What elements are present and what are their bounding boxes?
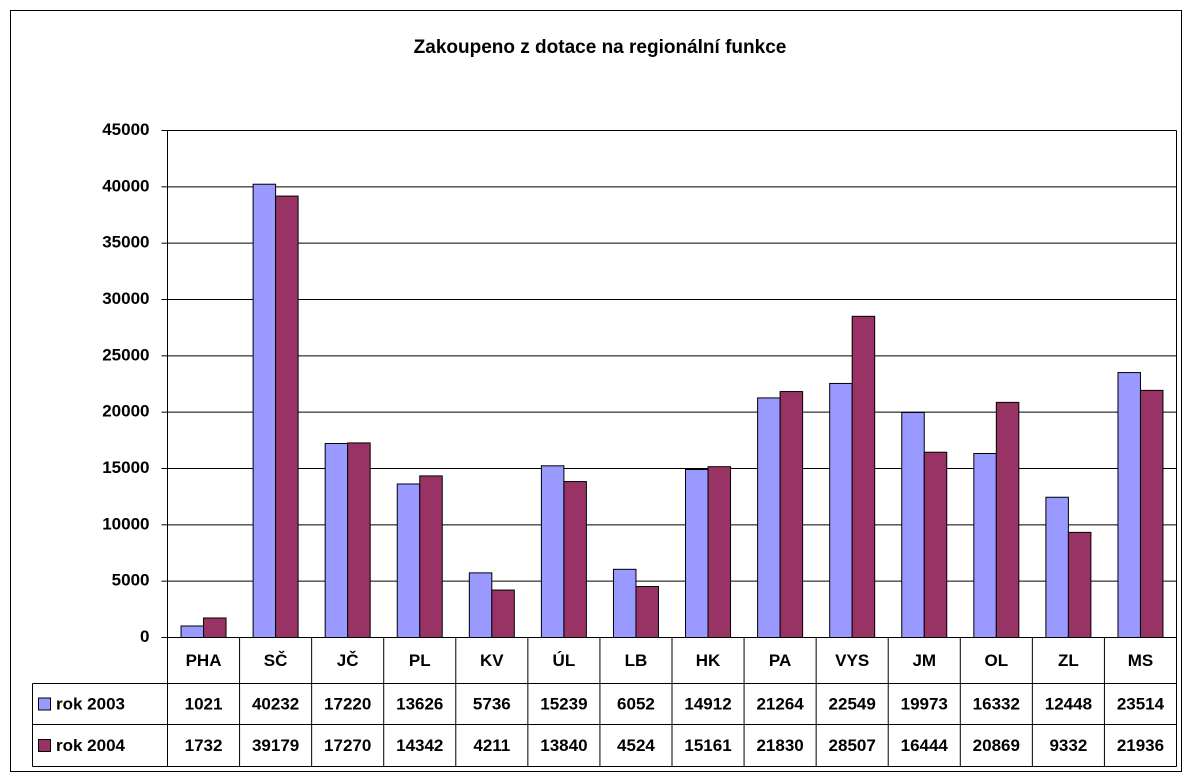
table-value: 1021 <box>185 694 223 713</box>
bar <box>923 451 948 638</box>
table-value: 14912 <box>684 694 731 713</box>
x-tick-label: ZL <box>1058 651 1079 670</box>
x-tick-label: KV <box>480 651 504 670</box>
bar <box>252 183 277 639</box>
x-tick-label: VYS <box>835 651 869 670</box>
bar <box>779 391 804 639</box>
legend-key <box>38 697 51 711</box>
bar <box>973 452 997 638</box>
x-tick-label: HK <box>696 651 721 670</box>
table-value: 13626 <box>396 694 443 713</box>
table-value: 16444 <box>901 736 949 755</box>
bar <box>203 617 227 639</box>
bar <box>275 195 299 639</box>
table-value: 5736 <box>473 694 511 713</box>
bar <box>829 382 853 638</box>
x-tick-label: PHA <box>186 651 222 670</box>
bar <box>901 411 925 638</box>
bar <box>707 466 732 638</box>
table-value: 22549 <box>829 694 876 713</box>
bar <box>396 483 421 638</box>
legend-key <box>38 739 51 752</box>
bar <box>491 589 515 639</box>
x-tick-label: JM <box>912 651 936 670</box>
table-value: 4211 <box>473 736 510 755</box>
table-value: 15239 <box>540 694 587 713</box>
bar <box>995 401 1020 639</box>
bar <box>180 625 205 638</box>
x-tick-label: ÚL <box>553 651 576 670</box>
bar <box>468 572 493 638</box>
bar <box>635 586 659 639</box>
bar <box>1067 531 1092 639</box>
table-value: 40232 <box>252 694 299 713</box>
bar <box>612 568 637 639</box>
table-value: 21264 <box>756 694 804 713</box>
x-tick-label: JČ <box>337 651 359 670</box>
table-value: 19973 <box>901 694 948 713</box>
x-tick-label: PL <box>409 651 431 670</box>
x-tick-label: LB <box>625 651 648 670</box>
x-tick-label: SČ <box>264 651 288 670</box>
table-value: 16332 <box>973 694 1020 713</box>
y-tick-label: 35000 <box>102 233 149 252</box>
table-value: 17220 <box>324 694 371 713</box>
bar <box>324 442 349 638</box>
bar <box>347 442 371 638</box>
bar <box>851 315 876 638</box>
table-value: 1732 <box>185 736 223 755</box>
table-value: 15161 <box>684 736 731 755</box>
chart-border <box>10 10 1182 772</box>
y-tick-label: 5000 <box>112 571 150 590</box>
bar <box>1117 372 1141 638</box>
y-tick-label: 30000 <box>102 289 149 308</box>
table-value: 6052 <box>617 694 655 713</box>
y-tick-label: 25000 <box>102 345 149 364</box>
table-value: 14342 <box>396 736 443 755</box>
y-tick-label: 40000 <box>102 176 149 195</box>
table-value: 12448 <box>1045 694 1092 713</box>
y-tick-label: 45000 <box>102 120 149 139</box>
bar <box>419 475 443 638</box>
x-tick-label: PA <box>769 651 791 670</box>
legend-label: rok 2004 <box>56 736 126 755</box>
table-value: 28507 <box>829 736 876 755</box>
y-tick-label: 0 <box>140 627 149 646</box>
table-value: 9332 <box>1049 736 1087 755</box>
y-tick-label: 10000 <box>102 514 149 533</box>
bar <box>757 397 781 638</box>
bar <box>1139 389 1164 638</box>
table-value: 4524 <box>617 736 655 755</box>
y-tick-label: 15000 <box>102 458 149 477</box>
table-value: 20869 <box>973 736 1020 755</box>
table-value: 21830 <box>756 736 803 755</box>
chart-title: Zakoupeno z dotace na regionální funkce <box>414 37 787 58</box>
y-tick-label: 20000 <box>102 402 149 421</box>
bar <box>540 465 565 639</box>
bar <box>685 468 709 638</box>
table-value: 13840 <box>540 736 587 755</box>
table-value: 39179 <box>252 736 299 755</box>
bar <box>563 481 587 638</box>
bar <box>1045 496 1069 638</box>
x-tick-label: OL <box>985 651 1009 670</box>
table-value: 21936 <box>1117 736 1164 755</box>
legend-label: rok 2003 <box>56 694 125 713</box>
table-value: 23514 <box>1117 694 1165 713</box>
x-tick-label: MS <box>1128 651 1154 670</box>
table-value: 17270 <box>324 736 371 755</box>
